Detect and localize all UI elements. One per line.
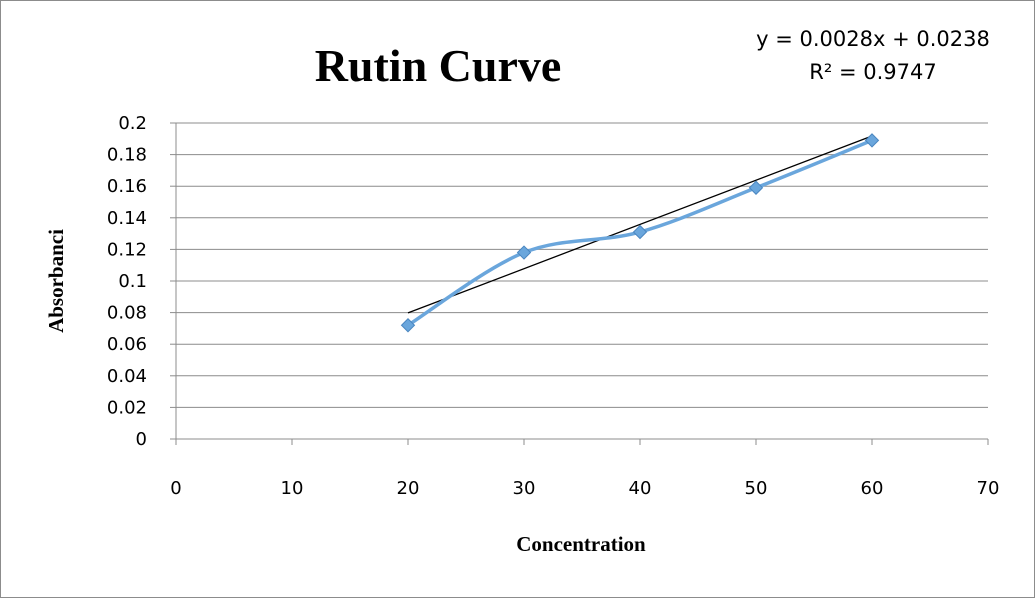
x-tick-label: 50 xyxy=(745,478,768,499)
y-tick-label: 0.18 xyxy=(107,145,147,166)
data-point-marker xyxy=(864,133,880,148)
series-layer xyxy=(400,133,880,333)
x-tick-label: 0 xyxy=(170,478,181,499)
y-tick-label: 0.2 xyxy=(118,113,147,134)
data-point-marker xyxy=(632,224,648,240)
y-tick-label: 0.1 xyxy=(118,271,147,292)
y-tick-label: 0.08 xyxy=(107,303,147,324)
x-tick-label: 60 xyxy=(861,478,884,499)
axes xyxy=(170,122,989,445)
trendline-equation: y = 0.0028x + 0.0238 xyxy=(756,27,990,51)
y-tick-label: 0.14 xyxy=(107,208,147,229)
y-axis-title: Absorbanci xyxy=(44,229,68,333)
y-tick-label: 0.04 xyxy=(107,366,147,387)
trendline-layer xyxy=(407,135,873,314)
y-tick-label: 0.06 xyxy=(107,334,147,355)
data-point-marker xyxy=(400,318,416,333)
data-point-marker xyxy=(516,245,532,260)
y-tick-label: 0.12 xyxy=(107,239,147,260)
chart-title: Rutin Curve xyxy=(315,40,562,91)
x-tick-label: 10 xyxy=(281,478,304,499)
x-tick-label: 40 xyxy=(629,478,652,499)
y-tick-label: 0 xyxy=(136,429,147,450)
x-tick-label: 30 xyxy=(513,478,536,499)
y-tick-label: 0.16 xyxy=(107,176,147,197)
x-tick-label: 20 xyxy=(397,478,420,499)
tick-labels: 0 0.02 0.04 0.06 0.08 0.1 0.12 0.14 0.16 0.18 0.2 0… xyxy=(107,113,1000,499)
y-tick-label: 0.02 xyxy=(107,397,147,418)
x-axis-title: Concentration xyxy=(516,532,646,556)
gridlines xyxy=(176,122,988,408)
trendline-r-squared: R² = 0.9747 xyxy=(809,60,936,84)
data-point-marker xyxy=(748,180,764,195)
trendline xyxy=(407,135,873,314)
x-tick-label: 70 xyxy=(977,478,1000,499)
